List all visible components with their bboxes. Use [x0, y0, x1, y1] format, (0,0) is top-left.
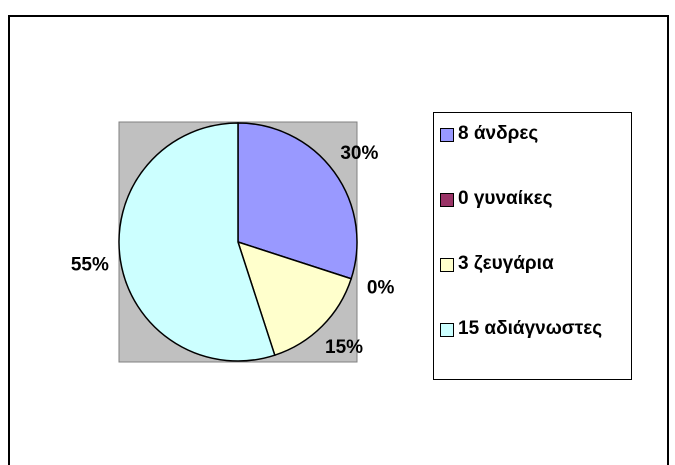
- legend-swatch: [440, 128, 454, 142]
- legend-swatch: [440, 323, 454, 337]
- data-label: 0%: [367, 277, 395, 298]
- pie-slice: [237, 122, 358, 280]
- legend-swatch: [440, 258, 454, 272]
- legend-swatch: [440, 193, 454, 207]
- legend-label: 8 άνδρες: [458, 123, 539, 144]
- pie-slice: [118, 122, 276, 362]
- legend-label: 3 ζευγάρια: [458, 253, 554, 274]
- chart-frame: [8, 15, 669, 465]
- legend-label: 15 αδιάγνωστες: [458, 318, 603, 339]
- legend: 8 άνδρες 0 γυναίκες 3 ζευγάρια 15 αδιάγνωστ…: [433, 112, 632, 380]
- legend-item: 8 άνδρες: [440, 123, 625, 188]
- legend-item: 0 γυναίκες: [440, 188, 625, 253]
- legend-item: 3 ζευγάρια: [440, 253, 625, 318]
- data-label: 15%: [325, 337, 363, 358]
- legend-label: 0 γυναίκες: [458, 188, 553, 209]
- data-label: 30%: [340, 143, 378, 164]
- data-label: 55%: [71, 254, 109, 275]
- legend-item: 15 αδιάγνωστες: [440, 318, 625, 383]
